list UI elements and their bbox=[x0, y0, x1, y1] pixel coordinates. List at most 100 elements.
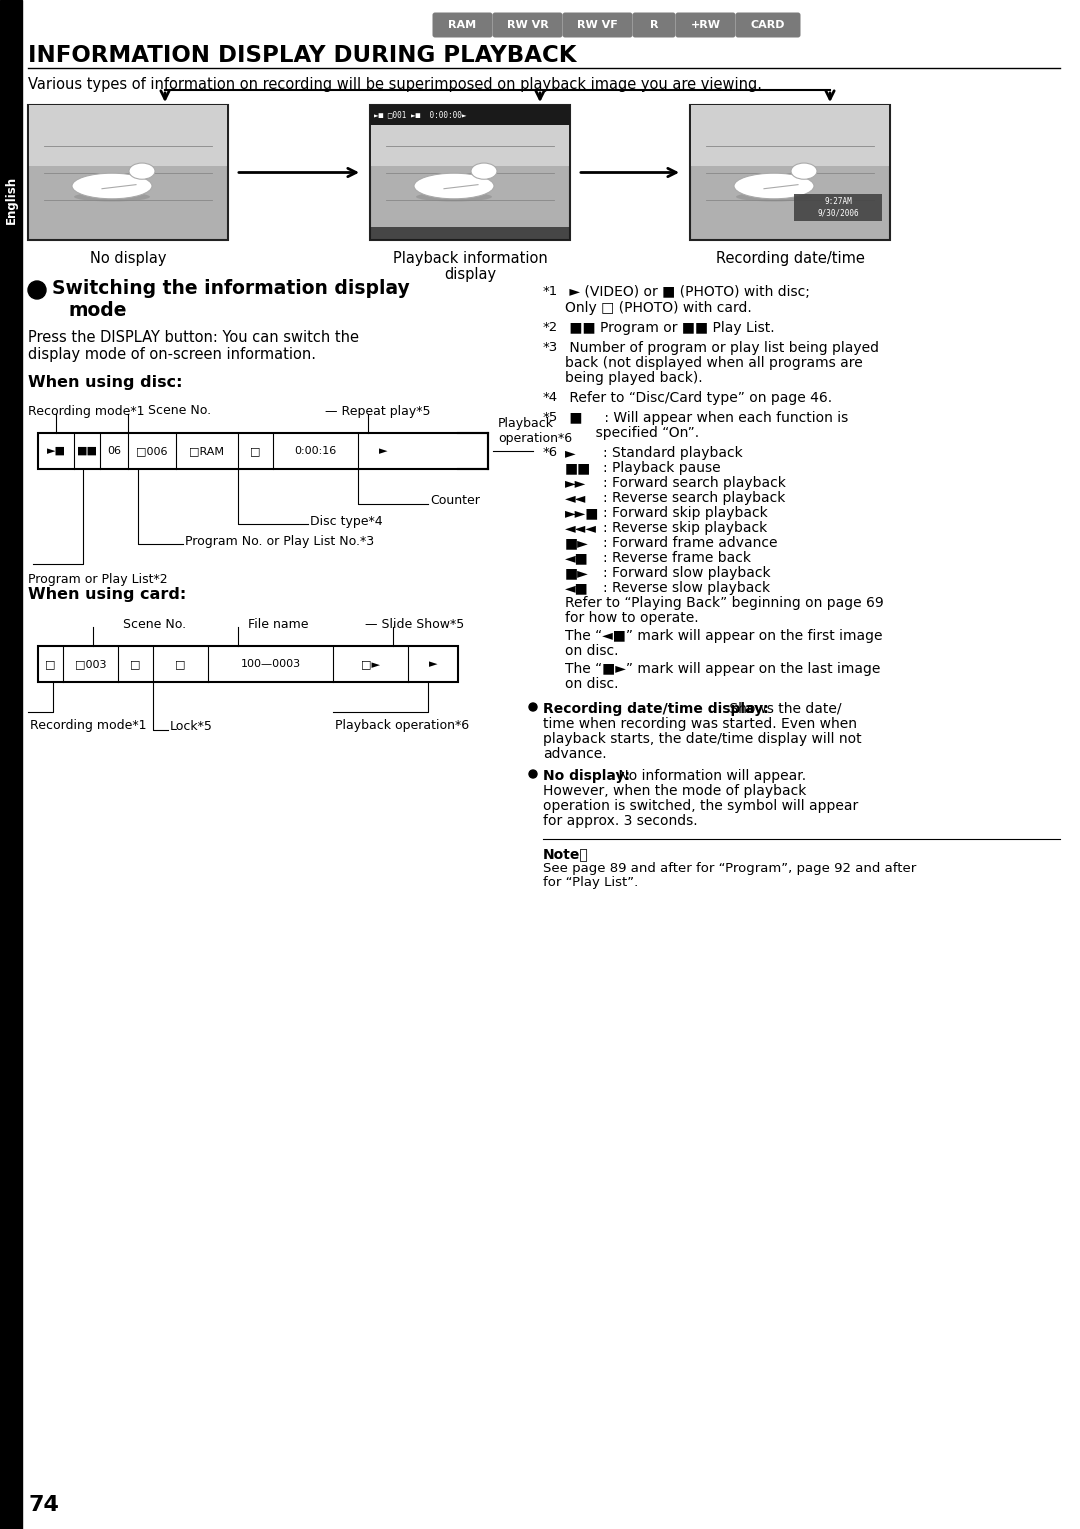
Text: RAM: RAM bbox=[448, 20, 476, 31]
Text: on disc.: on disc. bbox=[565, 677, 619, 691]
Text: Disc type*4: Disc type*4 bbox=[310, 514, 382, 528]
Ellipse shape bbox=[791, 164, 816, 179]
Text: The “◄■” mark will appear on the first image: The “◄■” mark will appear on the first i… bbox=[565, 628, 882, 644]
Text: : Playback pause: : Playback pause bbox=[603, 462, 720, 476]
Text: *5: *5 bbox=[543, 411, 558, 424]
Text: ■►: ■► bbox=[565, 537, 589, 550]
Text: ►■: ►■ bbox=[46, 446, 66, 456]
Text: operation is switched, the symbol will appear: operation is switched, the symbol will a… bbox=[543, 800, 859, 813]
Ellipse shape bbox=[414, 173, 494, 199]
Text: 9:27AM
9/30/2006: 9:27AM 9/30/2006 bbox=[818, 197, 859, 219]
Text: Refer to “Disc/Card type” on page 46.: Refer to “Disc/Card type” on page 46. bbox=[565, 391, 832, 405]
Text: Program No. or Play List No.*3: Program No. or Play List No.*3 bbox=[185, 535, 374, 547]
Text: When using card:: When using card: bbox=[28, 587, 186, 601]
Text: mode: mode bbox=[68, 301, 126, 320]
Ellipse shape bbox=[471, 164, 497, 179]
Bar bbox=[691, 106, 889, 165]
Text: ► (VIDEO) or ■ (PHOTO) with disc;: ► (VIDEO) or ■ (PHOTO) with disc; bbox=[565, 284, 810, 300]
FancyBboxPatch shape bbox=[675, 12, 735, 38]
Text: — Repeat play*5: — Repeat play*5 bbox=[325, 405, 431, 417]
Text: 06: 06 bbox=[107, 446, 121, 456]
Text: ►►: ►► bbox=[565, 476, 586, 489]
Text: ►: ► bbox=[565, 446, 576, 460]
Bar bbox=[29, 106, 227, 165]
Text: When using disc:: When using disc: bbox=[28, 376, 183, 390]
Text: +RW: +RW bbox=[690, 20, 720, 31]
Text: ►■ □001 ►■  0:00:00►: ►■ □001 ►■ 0:00:00► bbox=[374, 110, 467, 119]
Text: for approx. 3 seconds.: for approx. 3 seconds. bbox=[543, 813, 698, 829]
Text: No display: No display bbox=[90, 251, 166, 266]
Text: □►: □► bbox=[361, 659, 380, 670]
FancyBboxPatch shape bbox=[563, 12, 633, 38]
Text: display mode of on-screen information.: display mode of on-screen information. bbox=[28, 347, 316, 362]
Text: □: □ bbox=[251, 446, 260, 456]
Text: Shows the date/: Shows the date/ bbox=[725, 702, 841, 716]
Text: ►: ► bbox=[379, 446, 388, 456]
Text: : Forward skip playback: : Forward skip playback bbox=[603, 506, 768, 520]
Text: Playback
operation*6: Playback operation*6 bbox=[498, 417, 572, 445]
Text: *2: *2 bbox=[543, 321, 558, 333]
Text: INFORMATION DISPLAY DURING PLAYBACK: INFORMATION DISPLAY DURING PLAYBACK bbox=[28, 43, 577, 66]
Text: □006: □006 bbox=[136, 446, 167, 456]
Text: : Reverse frame back: : Reverse frame back bbox=[603, 550, 751, 566]
Ellipse shape bbox=[734, 173, 814, 199]
Ellipse shape bbox=[72, 173, 152, 199]
Text: : Reverse skip playback: : Reverse skip playback bbox=[603, 521, 767, 535]
Text: ◄◄: ◄◄ bbox=[565, 491, 586, 505]
Bar bbox=[794, 194, 882, 222]
Text: English: English bbox=[4, 176, 17, 225]
Text: playback starts, the date/time display will not: playback starts, the date/time display w… bbox=[543, 732, 862, 746]
Bar bbox=[370, 226, 570, 240]
Text: See page 89 and after for “Program”, page 92 and after: See page 89 and after for “Program”, pag… bbox=[543, 862, 916, 875]
Text: Playback information: Playback information bbox=[393, 251, 548, 266]
Text: Recording date/time: Recording date/time bbox=[716, 251, 864, 266]
Text: Note：: Note： bbox=[543, 847, 589, 861]
Text: 0:00:16: 0:00:16 bbox=[295, 446, 337, 456]
Text: Recording mode*1: Recording mode*1 bbox=[28, 405, 145, 417]
Text: ■■ Program or ■■ Play List.: ■■ Program or ■■ Play List. bbox=[565, 321, 774, 335]
Text: ◄■: ◄■ bbox=[565, 581, 589, 595]
Text: Switching the information display: Switching the information display bbox=[52, 280, 409, 298]
Text: time when recording was started. Even when: time when recording was started. Even wh… bbox=[543, 717, 858, 731]
Text: display: display bbox=[444, 266, 496, 281]
FancyBboxPatch shape bbox=[432, 12, 492, 38]
Bar bbox=[38, 433, 488, 469]
Text: back (not displayed when all programs are: back (not displayed when all programs ar… bbox=[565, 356, 863, 370]
Text: R: R bbox=[650, 20, 658, 31]
Bar bbox=[690, 106, 890, 240]
Text: No information will appear.: No information will appear. bbox=[615, 769, 807, 783]
Text: : Forward slow playback: : Forward slow playback bbox=[603, 566, 771, 579]
Text: Press the DISPLAY button: You can switch the: Press the DISPLAY button: You can switch… bbox=[28, 330, 359, 346]
Bar bbox=[28, 106, 228, 240]
FancyBboxPatch shape bbox=[492, 12, 563, 38]
FancyBboxPatch shape bbox=[633, 12, 675, 38]
Text: advance.: advance. bbox=[543, 748, 607, 761]
Text: CARD: CARD bbox=[751, 20, 785, 31]
Text: on disc.: on disc. bbox=[565, 644, 619, 657]
Text: The “■►” mark will appear on the last image: The “■►” mark will appear on the last im… bbox=[565, 662, 880, 676]
Bar bbox=[372, 106, 569, 165]
Ellipse shape bbox=[129, 164, 156, 179]
Text: Playback operation*6: Playback operation*6 bbox=[335, 720, 469, 732]
FancyBboxPatch shape bbox=[735, 12, 800, 38]
Text: Recording mode*1: Recording mode*1 bbox=[30, 720, 147, 732]
Circle shape bbox=[529, 703, 537, 711]
Text: RW VF: RW VF bbox=[577, 20, 618, 31]
Text: 100—0003: 100—0003 bbox=[241, 659, 300, 670]
Text: □: □ bbox=[175, 659, 186, 670]
Ellipse shape bbox=[735, 193, 812, 202]
Text: Program or Play List*2: Program or Play List*2 bbox=[28, 572, 167, 586]
Text: Various types of information on recording will be superimposed on playback image: Various types of information on recordin… bbox=[28, 76, 762, 92]
Text: 74: 74 bbox=[28, 1495, 59, 1515]
Text: Scene No.: Scene No. bbox=[148, 405, 211, 417]
Text: for how to operate.: for how to operate. bbox=[565, 612, 699, 625]
Text: : Forward frame advance: : Forward frame advance bbox=[603, 537, 778, 550]
Text: Refer to “Playing Back” beginning on page 69: Refer to “Playing Back” beginning on pag… bbox=[565, 596, 883, 610]
Text: : Reverse search playback: : Reverse search playback bbox=[603, 491, 785, 505]
Text: No display:: No display: bbox=[543, 769, 630, 783]
Bar bbox=[0, 0, 22, 1529]
Bar bbox=[38, 645, 458, 682]
Ellipse shape bbox=[75, 193, 150, 202]
Text: Only □ (PHOTO) with card.: Only □ (PHOTO) with card. bbox=[565, 301, 752, 315]
Bar bbox=[370, 106, 570, 240]
